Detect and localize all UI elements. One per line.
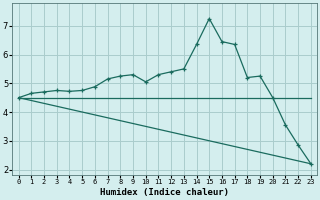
X-axis label: Humidex (Indice chaleur): Humidex (Indice chaleur) xyxy=(100,188,229,197)
